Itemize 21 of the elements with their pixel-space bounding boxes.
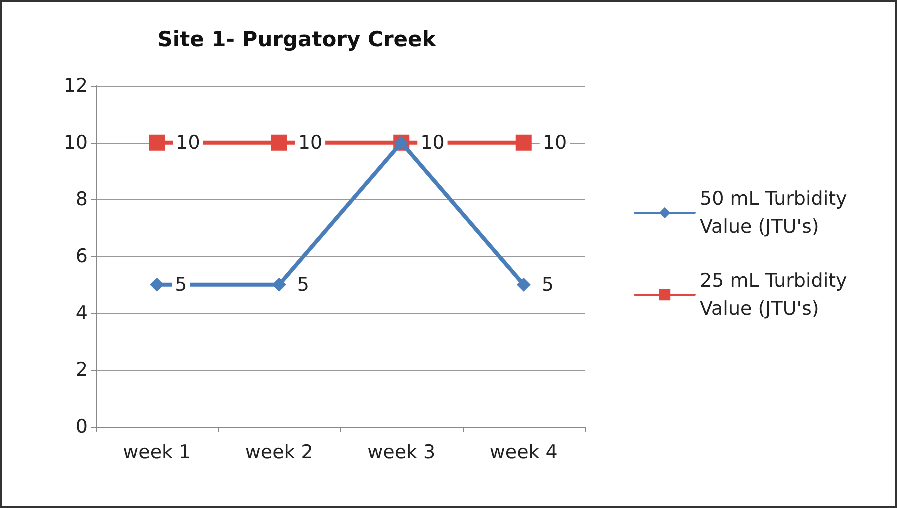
data-label: 10 xyxy=(298,132,323,154)
data-label: 5 xyxy=(542,274,554,296)
data-label: 10 xyxy=(176,132,200,154)
x-tick-label: week 2 xyxy=(245,442,314,464)
data-label: 5 xyxy=(175,274,188,296)
y-tick-label: 12 xyxy=(64,75,88,97)
chart-title: Site 1- Purgatory Creek xyxy=(158,28,438,52)
x-tick-label: week 1 xyxy=(123,442,192,464)
y-tick-label: 0 xyxy=(76,416,88,438)
data-label: 5 xyxy=(297,274,310,296)
data-label: 10 xyxy=(542,132,568,154)
y-tick-label: 8 xyxy=(76,188,88,211)
y-tick-label: 6 xyxy=(76,246,88,268)
legend-label: 25 mL Turbidity Value (JTU's) xyxy=(700,270,854,320)
x-tick-label: week 4 xyxy=(490,442,558,464)
y-tick-label: 4 xyxy=(76,302,88,324)
x-tick-label: week 3 xyxy=(368,442,436,464)
data-label: 10 xyxy=(420,132,445,154)
legend-label: 50 mL Turbidity Value (JTU's) xyxy=(700,188,854,238)
y-tick-label: 10 xyxy=(64,132,88,154)
y-tick-label: 2 xyxy=(76,359,88,382)
